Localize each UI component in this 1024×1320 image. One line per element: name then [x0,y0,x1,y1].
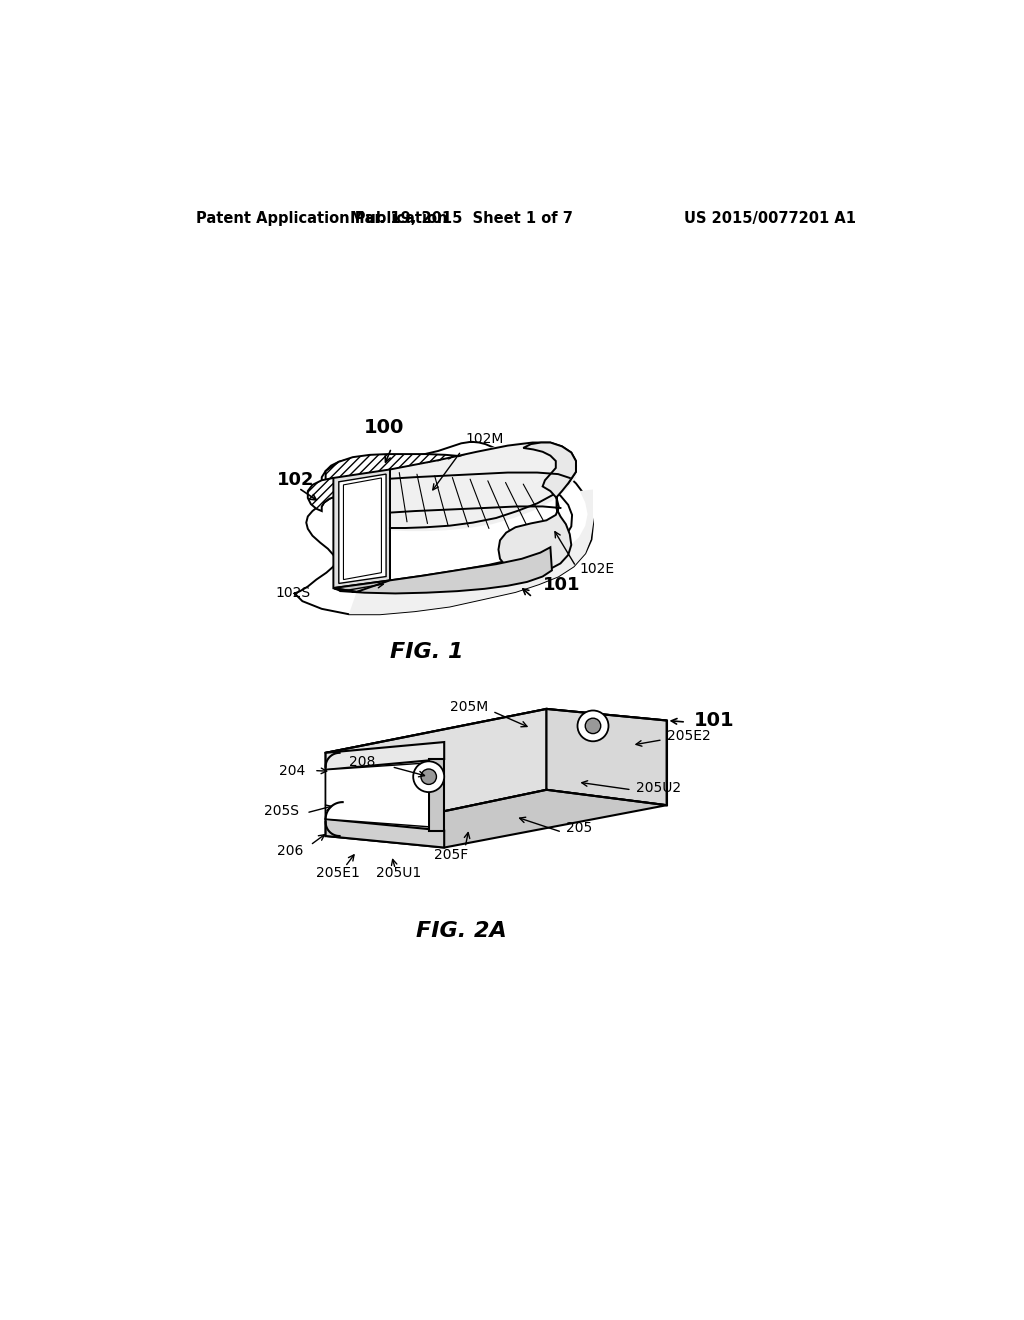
Text: 205U1: 205U1 [376,866,421,880]
Text: 205: 205 [566,821,592,836]
Text: 205E1: 205E1 [315,866,359,880]
Text: 100: 100 [364,418,403,437]
Polygon shape [339,474,386,583]
Text: 205U2: 205U2 [636,781,681,795]
Text: 101: 101 [693,711,734,730]
Text: US 2015/0077201 A1: US 2015/0077201 A1 [684,211,856,226]
Polygon shape [334,548,552,594]
Polygon shape [326,763,429,826]
Text: 205F: 205F [434,849,468,862]
Circle shape [586,718,601,734]
Text: 208: 208 [349,755,375,770]
Polygon shape [326,709,547,836]
Text: 102S: 102S [275,586,310,601]
Circle shape [578,710,608,742]
Polygon shape [429,759,444,830]
Text: Mar. 19, 2015  Sheet 1 of 7: Mar. 19, 2015 Sheet 1 of 7 [350,211,572,226]
Text: FIG. 1: FIG. 1 [389,642,463,661]
Text: 205E2: 205E2 [667,729,711,743]
Polygon shape [547,709,667,805]
Polygon shape [334,581,415,591]
Polygon shape [326,742,444,770]
Polygon shape [326,709,667,752]
Text: 102: 102 [276,471,314,490]
Text: 102M: 102M [465,433,504,446]
Polygon shape [343,478,381,579]
Text: 101: 101 [543,577,581,594]
Text: 206: 206 [276,845,303,858]
Polygon shape [322,454,518,507]
Text: FIG. 2A: FIG. 2A [416,921,507,941]
Polygon shape [326,789,667,847]
Circle shape [421,770,436,784]
Text: 204: 204 [280,763,305,777]
Polygon shape [349,442,593,614]
Circle shape [414,762,444,792]
Text: 102E: 102E [579,562,614,576]
Text: Patent Application Publication: Patent Application Publication [197,211,447,226]
Text: 205S: 205S [263,804,299,818]
Text: 205M: 205M [450,700,487,714]
Polygon shape [334,470,390,589]
Polygon shape [308,478,371,511]
Polygon shape [295,442,593,614]
Polygon shape [326,818,444,847]
Polygon shape [499,442,575,573]
